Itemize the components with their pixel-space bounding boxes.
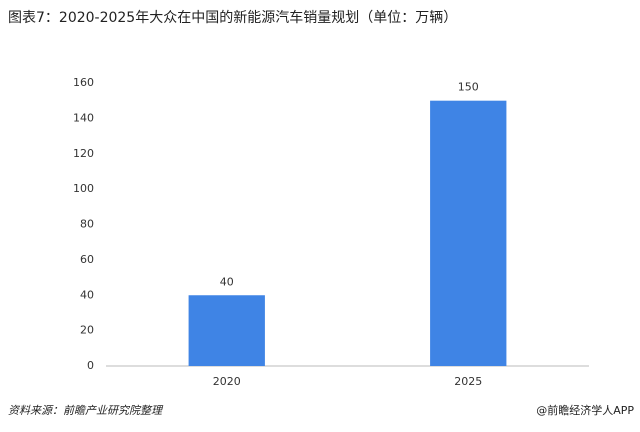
- y-tick-label: 0: [87, 359, 94, 372]
- y-tick-label: 20: [80, 324, 94, 337]
- y-tick-label: 60: [80, 253, 94, 266]
- y-tick-label: 120: [73, 147, 94, 160]
- bar: [188, 295, 265, 366]
- chart-title: 图表7：2020-2025年大众在中国的新能源汽车销量规划（单位：万辆）: [8, 9, 457, 26]
- x-tick-label: 2025: [454, 375, 482, 388]
- value-label: 40: [220, 275, 234, 288]
- y-tick-label: 40: [80, 288, 94, 301]
- credit: @前瞻经济学人APP: [536, 403, 634, 417]
- y-tick-label: 80: [80, 218, 94, 231]
- bar: [430, 100, 507, 366]
- y-tick-label: 140: [73, 111, 94, 124]
- source: 资料来源：前瞻产业研究院整理: [8, 404, 164, 417]
- value-label: 150: [458, 81, 479, 94]
- y-tick-label: 100: [73, 182, 94, 195]
- x-tick-label: 2020: [213, 375, 241, 388]
- y-tick-label: 160: [73, 76, 94, 89]
